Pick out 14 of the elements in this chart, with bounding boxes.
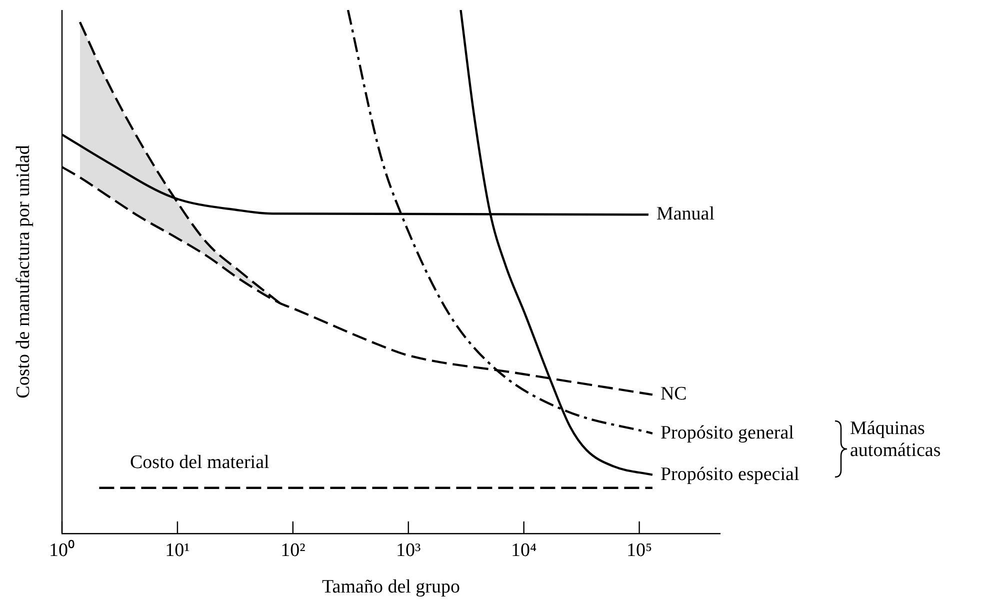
annotation: Costo del material (130, 452, 270, 474)
x-tick-label: 10⁵ (626, 540, 652, 561)
x-tick-label: 10⁰ (49, 538, 75, 561)
series-label: Manual (656, 204, 714, 225)
text: Máquinas automáticas (850, 418, 942, 462)
x-tick-label: 10¹ (165, 540, 190, 561)
y-axis-title: Costo de manufactura por unidad (12, 144, 34, 398)
series-label: Propósito general (660, 422, 794, 444)
x-tick-label: 10⁴ (511, 540, 538, 561)
series-label: Propósito especial (660, 464, 800, 485)
x-axis-title: Tamaño del grupo (322, 576, 460, 598)
series-label: NC (660, 384, 687, 405)
x-tick-label: 10³ (396, 540, 422, 561)
x-tick-label: 10² (280, 540, 306, 561)
